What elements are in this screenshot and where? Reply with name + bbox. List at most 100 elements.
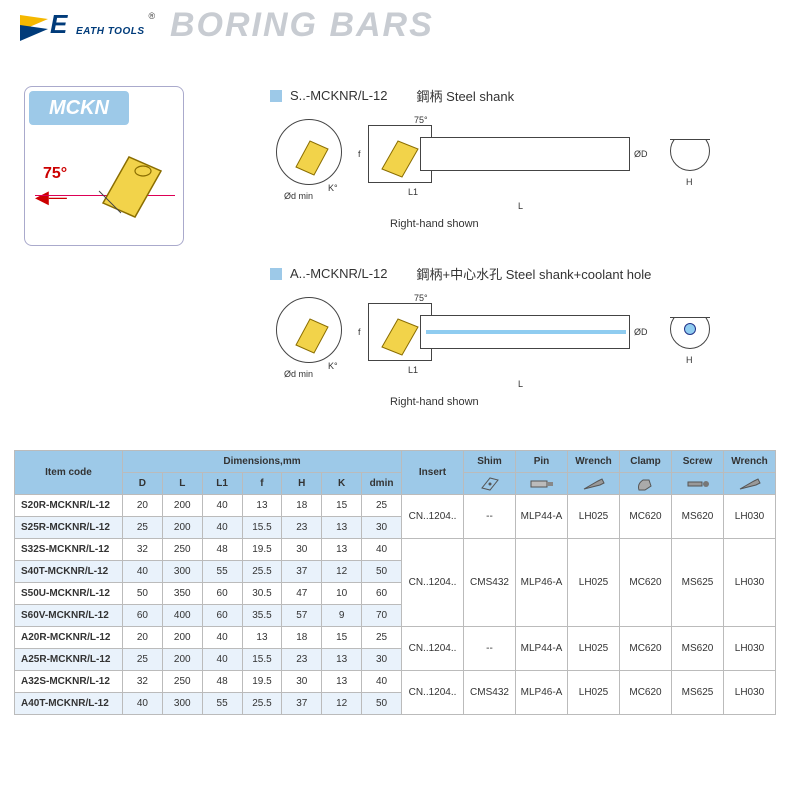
cell-H: 18	[282, 495, 322, 517]
table-row: A20R-MCKNR/L-12202004013181525CN..1204..…	[15, 627, 776, 649]
cell-K: 13	[322, 539, 362, 561]
cell-pin: MLP44-A	[516, 627, 568, 671]
cell-L: 200	[162, 627, 202, 649]
spec-table: Item code Dimensions,mm Insert Shim Pin …	[14, 450, 776, 715]
cell-shim: CMS432	[464, 671, 516, 715]
insert-shape-icon	[95, 147, 167, 226]
cell-dmin: 40	[362, 539, 402, 561]
cell-screw: MS625	[672, 539, 724, 627]
L1-label: L1	[408, 365, 418, 375]
cell-L: 200	[162, 495, 202, 517]
cell-f: 25.5	[242, 561, 282, 583]
cell-screw: MS625	[672, 671, 724, 715]
end-view-a: H	[662, 291, 720, 391]
cell-dmin: 50	[362, 561, 402, 583]
cell-shim: CMS432	[464, 539, 516, 627]
cell-item: S40T-MCKNR/L-12	[15, 561, 123, 583]
th-H: H	[282, 473, 322, 495]
cell-L: 200	[162, 517, 202, 539]
rh-shown-s: Right-hand shown	[390, 218, 479, 230]
cell-D: 25	[123, 649, 163, 671]
D-label: ØD	[634, 327, 648, 337]
th-shim: Shim	[464, 451, 516, 473]
cell-D: 20	[123, 495, 163, 517]
cell-D: 50	[123, 583, 163, 605]
cell-H: 57	[282, 605, 322, 627]
cell-dmin: 30	[362, 649, 402, 671]
cell-L: 400	[162, 605, 202, 627]
table-row: S32S-MCKNR/L-12322504819.5301340CN..1204…	[15, 539, 776, 561]
cell-K: 9	[322, 605, 362, 627]
cell-pin: MLP44-A	[516, 495, 568, 539]
cell-K: 13	[322, 671, 362, 693]
angle-label: 75°	[414, 293, 428, 303]
variant-s-desc: 鋼柄 Steel shank	[417, 86, 515, 105]
cell-D: 20	[123, 627, 163, 649]
cell-K: 10	[322, 583, 362, 605]
th-L1: L1	[202, 473, 242, 495]
cell-shim: --	[464, 627, 516, 671]
f-label: f	[358, 149, 361, 159]
cell-L1: 40	[202, 517, 242, 539]
D-label: ØD	[634, 149, 648, 159]
dmin-label: Ød min	[284, 191, 313, 201]
cell-K: 15	[322, 495, 362, 517]
page-title: BORING BARS	[170, 6, 434, 45]
screw-icon	[672, 473, 724, 495]
bullet-icon	[270, 90, 282, 102]
cell-clamp: MC620	[620, 495, 672, 539]
cell-insert: CN..1204..	[402, 495, 464, 539]
cell-L1: 55	[202, 561, 242, 583]
wrench-icon	[568, 473, 620, 495]
cell-item: A20R-MCKNR/L-12	[15, 627, 123, 649]
cell-H: 30	[282, 539, 322, 561]
cell-insert: CN..1204..	[402, 539, 464, 627]
cell-f: 13	[242, 495, 282, 517]
mckn-label: MCKN	[29, 91, 129, 125]
cell-L1: 55	[202, 693, 242, 715]
cell-item: S50U-MCKNR/L-12	[15, 583, 123, 605]
cell-L1: 40	[202, 495, 242, 517]
f-label: f	[358, 327, 361, 337]
cell-L: 250	[162, 539, 202, 561]
coolant-hole-icon	[684, 323, 696, 335]
cell-screw: MS620	[672, 495, 724, 539]
th-clamp: Clamp	[620, 451, 672, 473]
th-pin: Pin	[516, 451, 568, 473]
th-L: L	[162, 473, 202, 495]
cell-L: 200	[162, 649, 202, 671]
L-label: L	[518, 201, 523, 211]
table-row: A32S-MCKNR/L-12322504819.5301340CN..1204…	[15, 671, 776, 693]
cell-L: 300	[162, 693, 202, 715]
cell-f: 15.5	[242, 517, 282, 539]
cell-L: 350	[162, 583, 202, 605]
shim-icon	[464, 473, 516, 495]
cell-H: 23	[282, 649, 322, 671]
cell-pin: MLP46-A	[516, 539, 568, 627]
variant-s-title: S..-MCKNR/L-12 鋼柄 Steel shank	[270, 86, 720, 105]
cell-K: 15	[322, 627, 362, 649]
cell-shim: --	[464, 495, 516, 539]
th-item-code: Item code	[15, 451, 123, 495]
th-screw: Screw	[672, 451, 724, 473]
variant-s-code: S..-MCKNR/L-12	[290, 88, 388, 103]
brand-name: EATH TOOLS	[76, 26, 145, 37]
cell-item: S60V-MCKNR/L-12	[15, 605, 123, 627]
cell-screw: MS620	[672, 627, 724, 671]
variant-s-block: S..-MCKNR/L-12 鋼柄 Steel shank Ød min K° …	[270, 86, 720, 223]
cell-H: 47	[282, 583, 322, 605]
cell-pin: MLP46-A	[516, 671, 568, 715]
cell-H: 18	[282, 627, 322, 649]
th-D: D	[123, 473, 163, 495]
mckn-illustration-box: MCKN 75° ◀—	[24, 86, 184, 246]
H-label: H	[686, 177, 693, 187]
K-label: K°	[328, 183, 338, 193]
rh-shown-a: Right-hand shown	[390, 396, 479, 408]
L1-label: L1	[408, 187, 418, 197]
cell-f: 25.5	[242, 693, 282, 715]
cell-dmin: 25	[362, 627, 402, 649]
cell-item: A25R-MCKNR/L-12	[15, 649, 123, 671]
logo-mark: E	[20, 9, 76, 37]
table-row: S20R-MCKNR/L-12202004013181525CN..1204..…	[15, 495, 776, 517]
front-view-a: Ød min K°	[270, 291, 354, 391]
